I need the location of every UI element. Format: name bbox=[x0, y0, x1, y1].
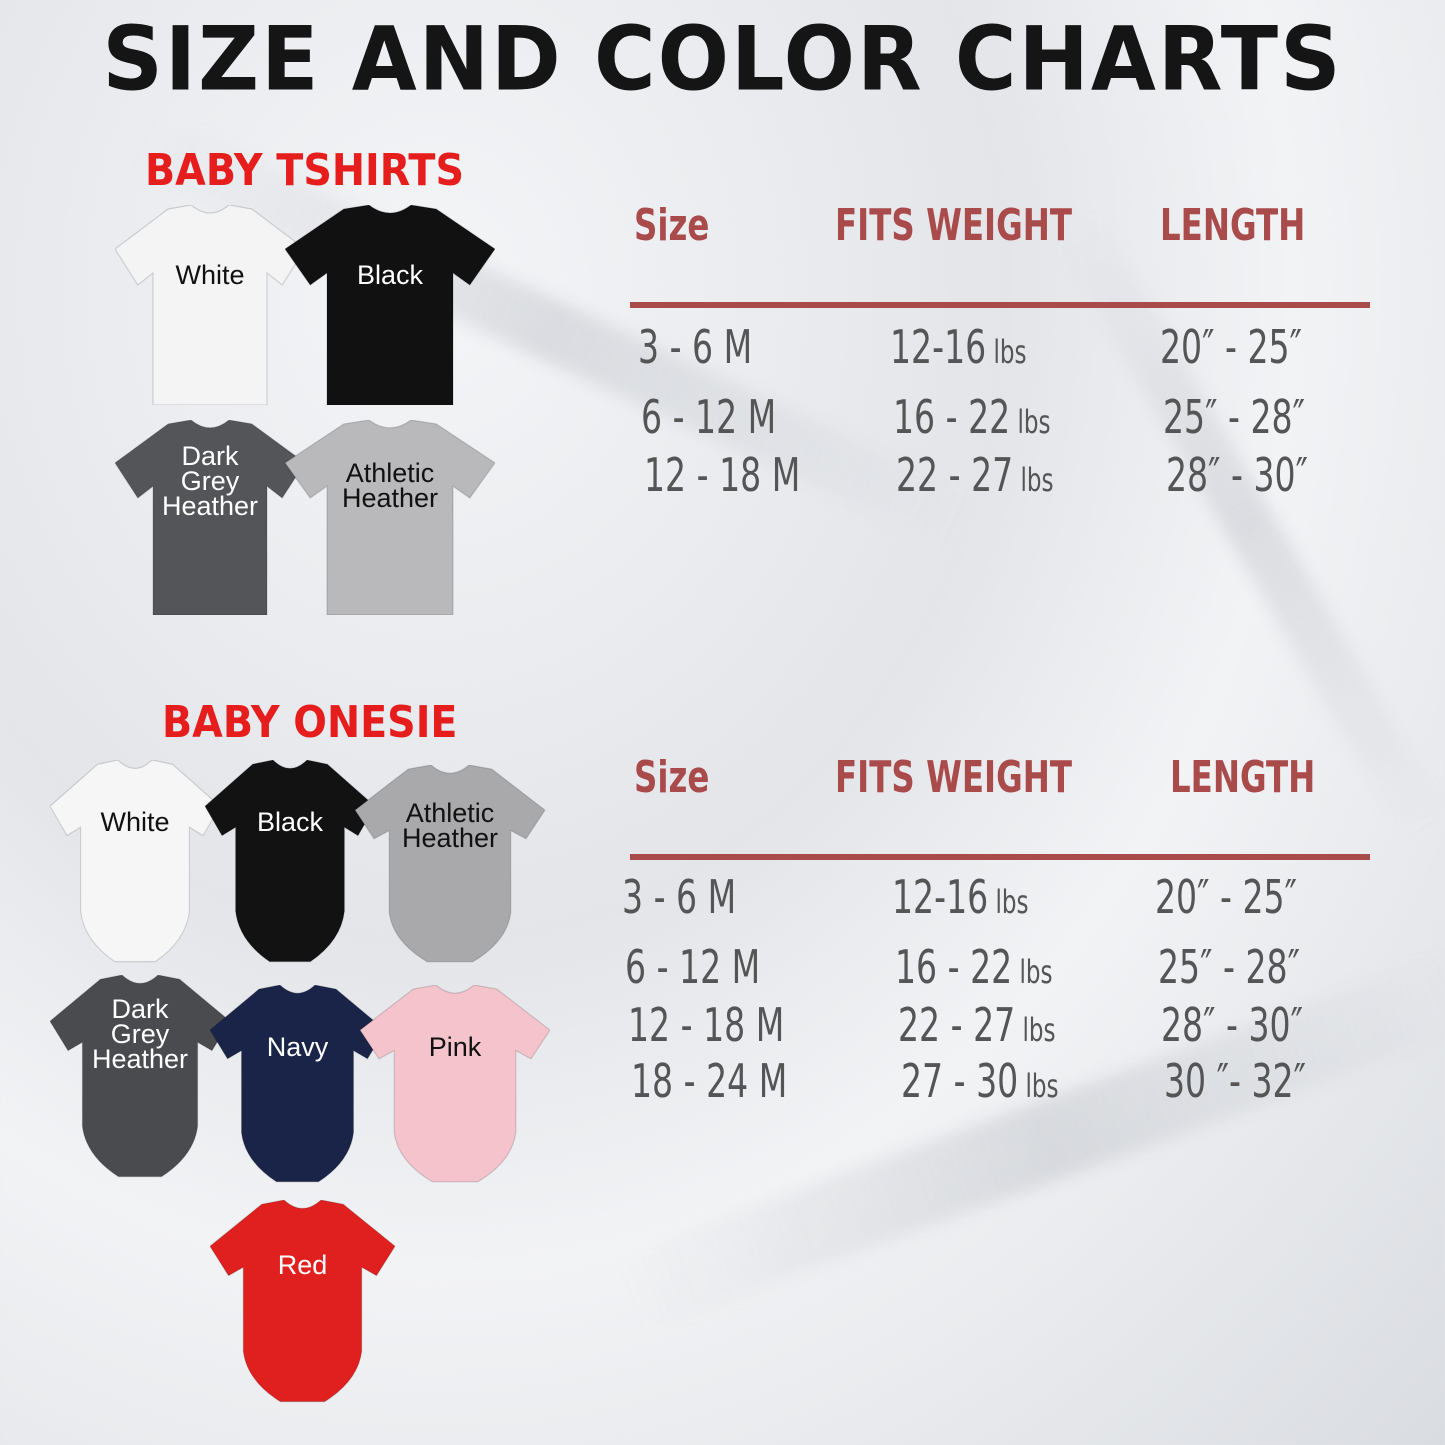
color-label: Navy bbox=[266, 1032, 329, 1062]
table-cell: 3 - 6 M bbox=[638, 320, 753, 374]
table-cell: 12-16 lbs bbox=[892, 870, 1029, 924]
table-cell: 12-16 lbs bbox=[890, 320, 1027, 374]
page-title: SIZE AND COLOR CHARTS bbox=[102, 7, 1343, 111]
tshirt-shape-icon bbox=[115, 205, 305, 405]
table-cell: 25″ - 28″ bbox=[1163, 390, 1305, 444]
onesie-swatch: Red bbox=[210, 1200, 395, 1410]
unit-label: lbs bbox=[1018, 1067, 1059, 1105]
column-header: Size bbox=[634, 200, 710, 251]
table-cell: 20″ - 25″ bbox=[1155, 870, 1297, 924]
tshirt-shape-icon bbox=[285, 205, 495, 405]
table-cell: 3 - 6 M bbox=[622, 870, 737, 924]
onesie-shape-icon bbox=[50, 760, 220, 963]
onesie-shape-icon bbox=[360, 985, 550, 1183]
onesie-shape-icon bbox=[355, 765, 545, 963]
onesie-shape-icon bbox=[205, 760, 375, 963]
onesie-swatch: Athletic Heather bbox=[355, 765, 545, 970]
tshirt-swatch: White bbox=[115, 205, 305, 405]
color-label: Dark Grey Heather bbox=[161, 441, 259, 521]
table-cell: 6 - 12 M bbox=[641, 390, 777, 444]
color-label: Athletic Heather bbox=[341, 458, 439, 513]
tshirt-swatch: Black bbox=[285, 205, 495, 405]
onesie-swatch: Pink bbox=[360, 985, 550, 1190]
color-label: Pink bbox=[428, 1032, 482, 1062]
table-cell: 6 - 12 M bbox=[625, 940, 761, 994]
tshirt-swatch: Dark Grey Heather bbox=[115, 420, 305, 615]
onesie-swatch: Navy bbox=[210, 985, 385, 1190]
onesie-swatch: Dark Grey Heather bbox=[50, 975, 230, 1185]
unit-label: lbs bbox=[988, 883, 1029, 921]
unit-label: lbs bbox=[1012, 953, 1053, 991]
onesie-swatch: Black bbox=[205, 760, 375, 970]
table-cell: 12 - 18 M bbox=[644, 448, 801, 502]
onesie-swatch: White bbox=[50, 760, 220, 970]
color-label: Black bbox=[256, 807, 324, 837]
table-cell: 20″ - 25″ bbox=[1160, 320, 1302, 374]
color-label: Black bbox=[356, 260, 424, 290]
onesie-heading: BABY ONESIE bbox=[162, 697, 458, 748]
table-cell: 22 - 27 lbs bbox=[898, 998, 1056, 1052]
table-cell: 16 - 22 lbs bbox=[893, 390, 1051, 444]
color-label: White bbox=[100, 807, 170, 837]
onesie-shape-icon bbox=[210, 985, 385, 1183]
divider bbox=[630, 854, 1370, 860]
tshirt-shape-icon bbox=[285, 420, 495, 615]
column-header: Size bbox=[634, 752, 710, 803]
column-header: LENGTH bbox=[1160, 200, 1306, 251]
divider bbox=[630, 302, 1370, 308]
tshirt-shape-icon bbox=[115, 420, 305, 615]
table-cell: 28″ - 30″ bbox=[1166, 448, 1308, 502]
unit-label: lbs bbox=[986, 333, 1027, 371]
table-cell: 16 - 22 lbs bbox=[895, 940, 1053, 994]
color-label: Red bbox=[277, 1250, 328, 1280]
table-cell: 27 - 30 lbs bbox=[901, 1054, 1059, 1108]
color-label: Athletic Heather bbox=[401, 798, 499, 853]
unit-label: lbs bbox=[1015, 1011, 1056, 1049]
unit-label: lbs bbox=[1013, 461, 1054, 499]
column-header: FITS WEIGHT bbox=[835, 200, 1073, 251]
tshirts-heading: BABY TSHIRTS bbox=[145, 145, 464, 196]
onesie-shape-icon bbox=[210, 1200, 395, 1403]
tshirt-swatch: Athletic Heather bbox=[285, 420, 495, 615]
column-header: FITS WEIGHT bbox=[835, 752, 1073, 803]
table-cell: 18 - 24 M bbox=[631, 1054, 788, 1108]
onesie-shape-icon bbox=[50, 975, 230, 1178]
color-label: White bbox=[175, 260, 245, 290]
table-cell: 25″ - 28″ bbox=[1158, 940, 1300, 994]
unit-label: lbs bbox=[1010, 403, 1051, 441]
column-header: LENGTH bbox=[1170, 752, 1316, 803]
table-cell: 28″ - 30″ bbox=[1161, 998, 1303, 1052]
table-cell: 12 - 18 M bbox=[628, 998, 785, 1052]
color-label: Dark Grey Heather bbox=[91, 994, 189, 1074]
table-cell: 22 - 27 lbs bbox=[896, 448, 1054, 502]
table-cell: 30 ″- 32″ bbox=[1164, 1054, 1306, 1108]
